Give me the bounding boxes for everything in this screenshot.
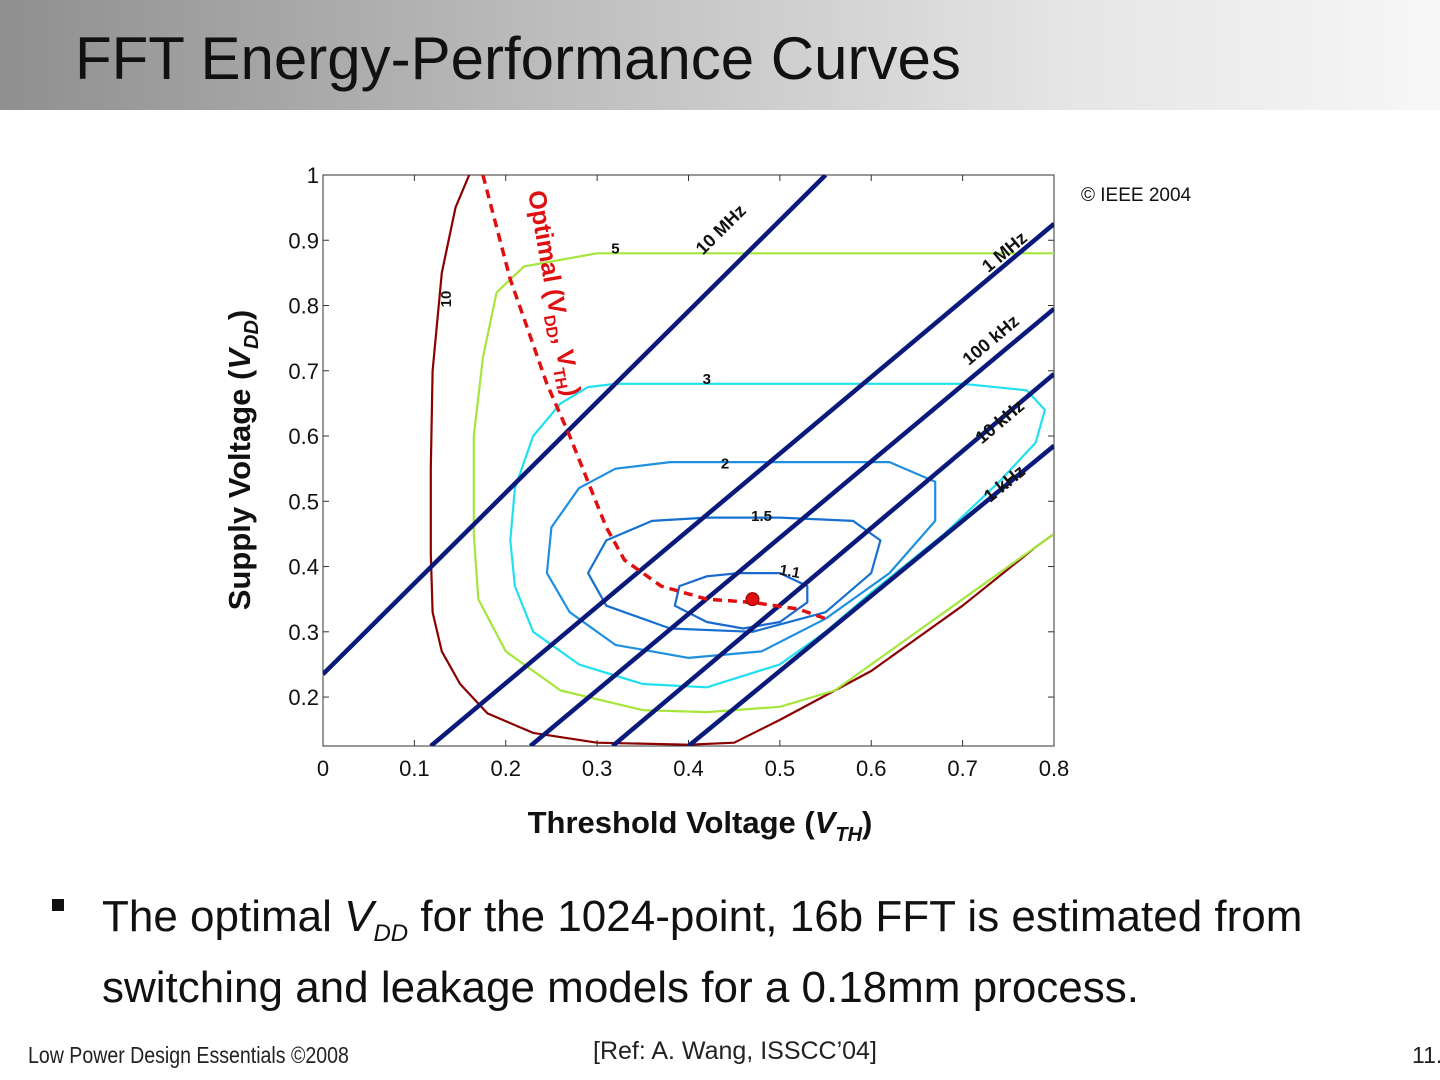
x-label-var: V (815, 805, 838, 840)
y-tick-label: 1 (307, 163, 319, 188)
plot-frame (322, 174, 1055, 747)
x-tick-label: 0.6 (856, 756, 887, 781)
optimal-label-sub2: TH (549, 367, 569, 391)
bullet-var: V (344, 892, 374, 941)
contour-label: 2 (721, 456, 729, 473)
y-tick-label: 0.9 (288, 228, 319, 253)
optimal-point (745, 592, 760, 607)
y-tick-label: 0.4 (288, 555, 319, 580)
energy-contour-1.1 (673, 572, 809, 630)
bullet-text-end: process. (960, 963, 1139, 1012)
optimal-label-sub1: DD (540, 314, 561, 340)
plot-area (323, 175, 1054, 746)
energy-contour-2 (545, 461, 937, 659)
page-title: FFT Energy-Performance Curves (75, 25, 961, 92)
contour-label: 5 (611, 240, 619, 257)
contour-label: 1.1 (778, 562, 801, 582)
bullet-text-after: for the 1024-point, 16b FFT is estimated… (102, 892, 1303, 1012)
y-label-var: V (222, 347, 257, 370)
x-tick-label: 0 (317, 756, 329, 781)
y-tick-label: 0.8 (288, 294, 319, 319)
frequency-line-100-kHz (528, 307, 1054, 746)
contour-label: 3 (703, 371, 711, 388)
x-tick-label: 0.4 (673, 756, 704, 781)
frequency-line-10-MHz (323, 175, 828, 676)
x-tick-label: 0.1 (399, 756, 430, 781)
y-axis-label: Supply Voltage (VDD) (222, 310, 263, 610)
bullet-var-sub: DD (373, 920, 409, 947)
bullet-text: The optimal VDD for the 1024-point, 16b … (102, 885, 1432, 1020)
x-tick-label: 0.2 (490, 756, 521, 781)
energy-contour-3 (509, 382, 1046, 689)
frequency-line-10-kHz (611, 372, 1054, 746)
y-tick-label: 0.5 (288, 489, 319, 514)
energy-contour-5 (472, 252, 1054, 714)
y-label-sub: DD (241, 320, 263, 349)
page-number: 11. (1412, 1042, 1440, 1068)
optimal-label-mid: , V (548, 334, 581, 369)
energy-performance-chart: 0 0.1 0.2 0.3 0.4 0.5 0.6 0.7 0.8 1 0.9 0.8 0.7 0.6 0.… (222, 163, 1192, 846)
optimal-curve (481, 175, 827, 621)
footer-reference: [Ref: A. Wang, ISSCC’04] (593, 1037, 877, 1065)
x-label-end: ) (862, 805, 872, 840)
title-bar (0, 0, 1440, 110)
x-axis-label: Threshold Voltage (VTH) (528, 805, 873, 846)
copyright-note: © IEEE 2004 (1081, 185, 1192, 206)
frequency-line-1-kHz (687, 444, 1054, 746)
bullet-text-before: The optimal (102, 892, 345, 941)
bullet-square-icon (52, 899, 64, 911)
y-tick-label: 0.2 (288, 685, 319, 710)
y-tick-label: 0.6 (288, 424, 319, 449)
bullet-unit: mm (887, 963, 961, 1012)
y-tick-label: 0.3 (288, 620, 319, 645)
frequency-line-1-MHz (429, 222, 1054, 746)
x-tick-label: 0.5 (765, 756, 796, 781)
x-tick-label: 0.7 (947, 756, 978, 781)
y-label-end: ) (222, 310, 257, 320)
x-tick-label: 0.3 (582, 756, 613, 781)
x-label-sub: TH (835, 824, 862, 846)
y-tick-label: 0.7 (288, 359, 319, 384)
footer-course: Low Power Design Essentials ©2008 (28, 1042, 349, 1068)
energy-contour-1.5 (586, 516, 882, 633)
x-label-main: Threshold Voltage ( (528, 805, 816, 840)
x-tick-label: 0.8 (1039, 756, 1070, 781)
energy-contour-10 (429, 175, 1054, 746)
contour-label: 1.5 (751, 508, 772, 525)
y-label-main: Supply Voltage ( (222, 369, 257, 610)
contour-label: 10 (438, 291, 455, 308)
